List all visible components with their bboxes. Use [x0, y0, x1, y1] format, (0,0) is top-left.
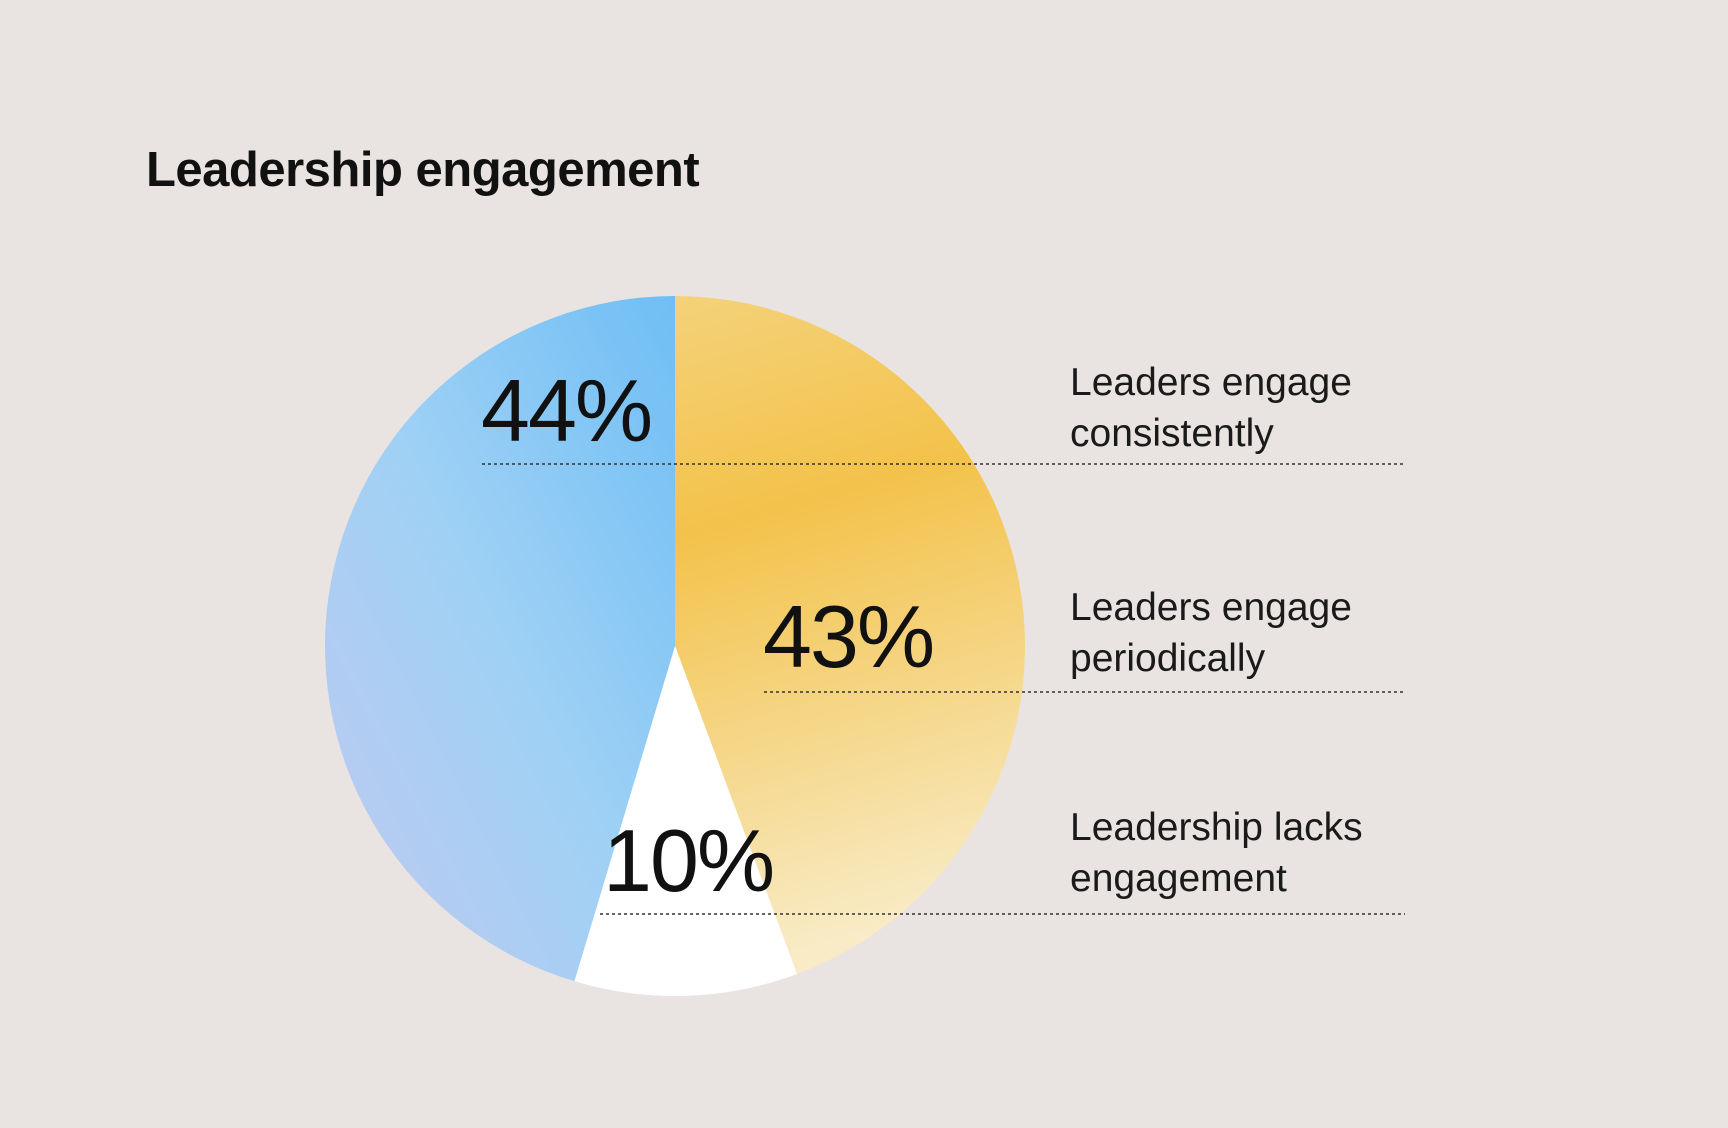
data-label-periodically: 43% — [763, 587, 933, 686]
pie-slice-lacks-engagement — [574, 646, 798, 996]
pie-slice-consistently — [324, 296, 675, 982]
chart-title: Leadership engagement — [146, 143, 700, 197]
data-label-lacks-engagement: 10% — [603, 811, 773, 910]
pie-slice-periodically — [675, 296, 1025, 975]
legend-label-lacks-engagement: Leadership lacks engagement — [1070, 806, 1363, 900]
data-label-consistently: 44% — [481, 361, 651, 460]
legend-label-periodically: Leaders engage periodically — [1070, 586, 1352, 680]
legend-label-consistently: Leaders engage consistently — [1070, 361, 1352, 455]
